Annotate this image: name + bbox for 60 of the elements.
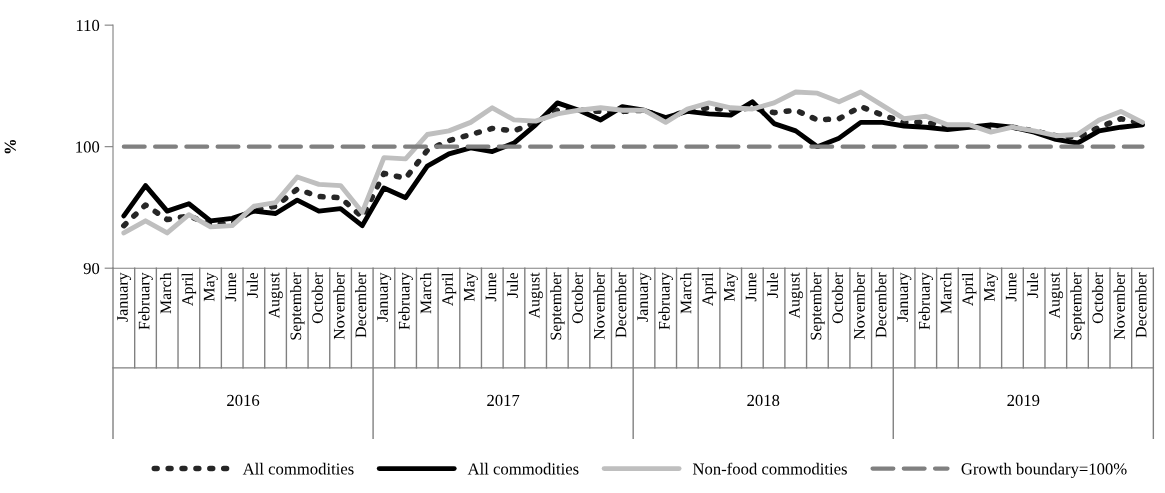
y-tick-label: 110 xyxy=(76,19,100,32)
x-tick-label: June xyxy=(1005,272,1017,302)
y-axis-title: % xyxy=(4,139,16,154)
x-tick-label: October xyxy=(311,272,323,324)
x-tick-label: March xyxy=(940,272,952,314)
x-tick-label: November xyxy=(593,272,605,340)
x-tick-label: Jule xyxy=(506,272,518,298)
x-tick-label: March xyxy=(159,272,172,314)
x-tick-label: May xyxy=(463,272,478,302)
x-tick-label: March xyxy=(680,272,692,314)
x-tick-label: February xyxy=(398,272,413,330)
x-tick-label: January xyxy=(117,272,132,322)
x-tick-label: October xyxy=(1091,272,1104,324)
x-tick-label: August xyxy=(528,272,543,319)
x-tick-label: November xyxy=(333,272,345,340)
x-tick-label: December xyxy=(355,272,367,338)
x-tick-label: September xyxy=(289,272,305,340)
x-tick-label: June xyxy=(485,272,497,302)
text: 2016 xyxy=(227,394,260,407)
x-tick-label: December xyxy=(1135,272,1147,338)
x-tick-label: August xyxy=(788,272,803,319)
x-tick-label: January xyxy=(377,272,392,322)
legend-label: All commodities xyxy=(467,462,579,475)
x-tick-label: November xyxy=(853,272,865,340)
x-tick-label: June xyxy=(745,272,757,302)
x-tick-label: May xyxy=(724,272,738,302)
x-tick-label: August xyxy=(1049,272,1064,319)
x-tick-label: April xyxy=(441,272,457,306)
x-tick-label: September xyxy=(810,272,825,340)
text: 2018 xyxy=(747,394,780,407)
x-tick-label: March xyxy=(420,272,432,314)
x-tick-label: May xyxy=(984,272,999,302)
x-tick-label: January xyxy=(637,272,652,322)
x-tick-label: November xyxy=(1113,272,1125,340)
x-tick-label: December xyxy=(615,272,627,338)
legend-label: Non-food commodities xyxy=(692,462,847,475)
x-tick-label: December xyxy=(875,272,887,338)
x-tick-label: October xyxy=(571,272,583,324)
x-tick-label: May xyxy=(203,272,218,302)
x-tick-label: February xyxy=(138,272,153,330)
y-tick-label: 90 xyxy=(83,262,100,275)
x-tick-label: February xyxy=(658,272,673,330)
text: 2019 xyxy=(1007,394,1040,407)
x-tick-label: January xyxy=(897,272,912,322)
x-tick-label: September xyxy=(550,272,565,340)
x-tick-label: February xyxy=(918,272,934,330)
text: 2017 xyxy=(487,394,520,407)
legend-label: All commodities xyxy=(242,462,354,475)
x-tick-label: April xyxy=(181,272,197,306)
x-tick-label: August xyxy=(268,272,283,319)
x-tick-label: September xyxy=(1070,272,1085,340)
y-tick-label: 100 xyxy=(76,141,100,153)
x-tick-label: Jule xyxy=(1026,272,1039,298)
x-tick-label: April xyxy=(961,272,977,306)
x-tick-label: Jule xyxy=(246,272,258,298)
x-tick-label: April xyxy=(701,272,717,306)
x-tick-label: October xyxy=(831,272,844,324)
legend-label: Growth boundary=100% xyxy=(961,462,1127,478)
x-tick-label: June xyxy=(225,272,237,302)
x-tick-label: Jule xyxy=(766,272,779,298)
